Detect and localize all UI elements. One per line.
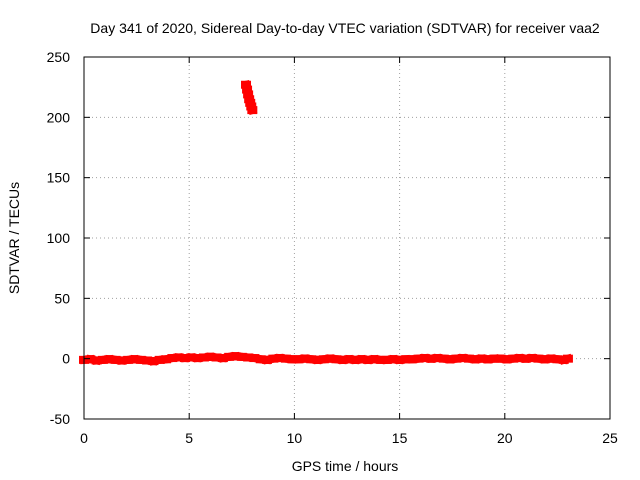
x-tick-label: 25	[602, 430, 618, 446]
x-tick-label: 5	[185, 430, 193, 446]
x-tick-label: 10	[287, 430, 303, 446]
x-axis-label: GPS time / hours	[292, 458, 399, 474]
data-segment	[246, 101, 258, 116]
data-segment	[558, 353, 573, 365]
y-tick-label: 0	[62, 351, 70, 367]
x-tick-label: 0	[80, 430, 88, 446]
chart-title: Day 341 of 2020, Sidereal Day-to-day VTE…	[90, 20, 600, 36]
series-sdtvar	[79, 79, 573, 366]
x-tick-label: 15	[392, 430, 408, 446]
y-tick-label: -50	[50, 411, 70, 427]
x-tick-label: 20	[497, 430, 513, 446]
y-tick-label: 250	[47, 49, 71, 65]
y-tick-label: 200	[47, 109, 71, 125]
axis-ticks: 0 5 10 15 20 25 -50 0 50 100 150 200 250	[47, 49, 618, 446]
y-tick-label: 100	[47, 230, 71, 246]
plot-frame	[83, 56, 611, 420]
y-axis-label: SDTVAR / TECUs	[6, 182, 22, 294]
grid-lines	[84, 57, 610, 419]
y-tick-label: 150	[47, 170, 71, 186]
y-tick-label: 50	[54, 290, 70, 306]
